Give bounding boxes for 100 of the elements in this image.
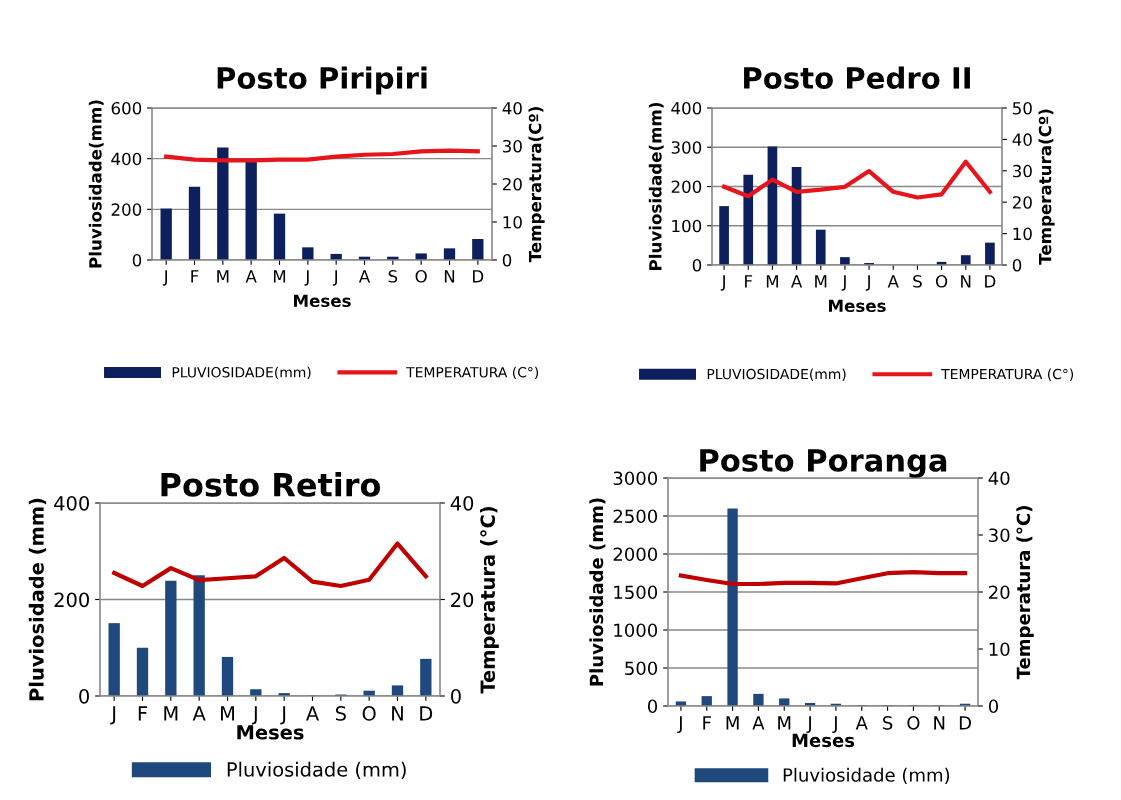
- x-tick-label: F: [745, 275, 753, 288]
- y-tick-label: 200: [111, 203, 142, 216]
- x-tick-label: J: [720, 275, 725, 291]
- chart-title: Posto Retiro: [161, 472, 381, 497]
- x-tick-label: N: [961, 275, 971, 288]
- x-tick-label: A: [192, 706, 206, 721]
- x-tick-label: J: [865, 275, 870, 291]
- y-tick-label: 200: [54, 592, 89, 608]
- x-tick-label: A: [855, 716, 868, 730]
- x-tick-label: N: [934, 716, 945, 730]
- y2-tick-label: 30: [502, 139, 522, 153]
- y-tick-label: 0: [79, 688, 89, 704]
- x-tick-label: D: [420, 706, 433, 721]
- x-tick-label: M: [164, 706, 178, 721]
- x-tick-label: M: [273, 270, 286, 283]
- y2-tick-label: 0: [1012, 258, 1022, 272]
- y-tick-label: 0: [647, 699, 658, 714]
- y2-tick-label: 30: [1012, 164, 1032, 178]
- x-tick-label: J: [162, 270, 167, 286]
- y-tick-label: 2000: [613, 547, 658, 562]
- x-tick-label: D: [473, 270, 484, 283]
- x-tick-label: S: [883, 716, 893, 730]
- x-tick-label: J: [832, 716, 837, 734]
- x-axis-title: Meses: [829, 299, 886, 313]
- x-tick-label: M: [726, 716, 739, 730]
- y2-tick-label: 10: [1013, 227, 1032, 241]
- legend-label: Pluviosidade (mm): [783, 767, 950, 784]
- x-tick-label: J: [280, 706, 286, 725]
- y2-tick-label: 40: [450, 495, 474, 511]
- y2-tick-label: 20: [989, 585, 1010, 600]
- x-axis-title: Meses: [294, 294, 351, 308]
- y-tick-label: 3000: [613, 471, 658, 486]
- x-tick-label: O: [907, 716, 920, 730]
- y2-axis-title: Temperatura(Cº): [1038, 109, 1055, 265]
- y2-axis-title: Temperatura (°C): [1016, 506, 1034, 680]
- y2-axis-title: Temperatura(Cº): [528, 107, 545, 263]
- x-tick-label: O: [362, 706, 376, 721]
- legend-label: Pluviosidade (mm): [227, 761, 406, 780]
- x-tick-label: S: [335, 706, 346, 721]
- y2-tick-label: 50: [1013, 101, 1032, 115]
- y-axis-title: Pluviosidade(mm): [88, 100, 104, 268]
- x-tick-label: M: [766, 275, 778, 288]
- y2-tick-label: 10: [989, 642, 1010, 657]
- x-tick-label: M: [221, 706, 234, 721]
- chart-title: Posto Pedro II: [744, 66, 970, 89]
- y-tick-label: 400: [671, 101, 702, 115]
- legend-label: TEMPERATURA (C°): [406, 366, 539, 380]
- x-tick-label: F: [191, 270, 199, 283]
- y2-tick-label: 0: [502, 253, 512, 267]
- y-tick-label: 600: [111, 101, 142, 115]
- chart-title: Posto Piripiri: [217, 66, 427, 95]
- x-tick-label: A: [791, 275, 803, 288]
- y-tick-label: 2500: [613, 509, 658, 524]
- x-tick-label: F: [138, 706, 147, 721]
- y-tick-label: 200: [671, 180, 702, 194]
- x-tick-label: J: [677, 716, 682, 734]
- x-tick-label: F: [703, 716, 711, 730]
- x-tick-label: M: [778, 716, 791, 730]
- y-axis-title: Pluviosidade(mm): [648, 103, 664, 270]
- x-tick-label: J: [332, 270, 337, 286]
- y-tick-label: 1000: [614, 623, 658, 638]
- x-tick-label: O: [415, 270, 427, 283]
- x-tick-label: J: [806, 716, 811, 734]
- x-tick-label: A: [245, 270, 257, 283]
- x-tick-label: D: [985, 275, 996, 288]
- x-tick-label: N: [444, 270, 455, 283]
- legend-label: PLUVIOSIDADE(mm): [707, 368, 846, 381]
- y2-tick-label: 20: [1012, 196, 1032, 209]
- x-tick-label: M: [815, 275, 827, 288]
- y2-tick-label: 40: [988, 471, 1010, 486]
- y2-axis-title: Temperatura (°C): [480, 507, 499, 694]
- y-tick-label: 0: [132, 253, 142, 267]
- y2-tick-label: 20: [451, 592, 474, 608]
- y2-tick-label: 0: [451, 688, 461, 704]
- y2-tick-label: 40: [502, 101, 522, 115]
- x-axis-title: Meses: [237, 725, 304, 740]
- x-tick-label: O: [935, 275, 948, 288]
- y-tick-label: 400: [111, 152, 142, 166]
- y2-tick-label: 0: [988, 699, 999, 714]
- legend-label: TEMPERATURA (C°): [941, 368, 1074, 381]
- y-tick-label: 400: [54, 495, 89, 511]
- x-tick-label: J: [251, 706, 257, 725]
- y-axis-title: Pluviosidade (mm): [28, 498, 47, 701]
- y2-tick-label: 30: [989, 528, 1010, 543]
- y2-tick-label: 10: [503, 215, 522, 229]
- y2-tick-label: 20: [502, 177, 522, 191]
- y-tick-label: 300: [671, 141, 702, 154]
- x-tick-label: J: [304, 270, 309, 286]
- x-tick-label: S: [913, 275, 922, 288]
- x-tick-label: J: [110, 706, 116, 725]
- x-tick-label: J: [841, 275, 846, 291]
- x-tick-label: A: [752, 716, 765, 730]
- x-tick-label: N: [392, 706, 403, 721]
- x-tick-label: A: [887, 275, 899, 288]
- legend-label: PLUVIOSIDADE(mm): [172, 366, 311, 380]
- x-tick-label: D: [959, 716, 971, 730]
- x-tick-label: S: [388, 270, 398, 283]
- x-axis-title: Meses: [792, 733, 855, 748]
- y-tick-label: 100: [672, 219, 702, 233]
- x-tick-label: A: [306, 706, 319, 721]
